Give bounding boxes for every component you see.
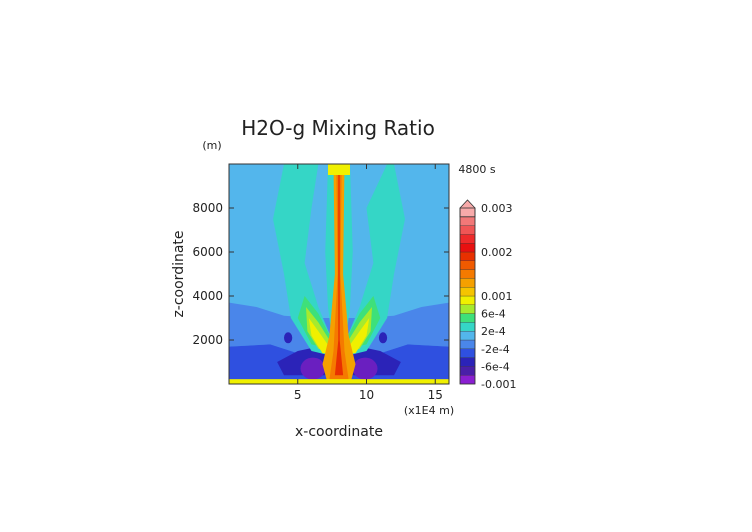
colorbar-level-1 <box>459 366 476 376</box>
cloud-top <box>328 164 350 175</box>
colorbar-level-14 <box>459 251 476 261</box>
x-tick-label-0: 5 <box>294 388 302 402</box>
chart-title: H2O-g Mixing Ratio <box>241 116 435 140</box>
y-tick-label-1: 4000 <box>192 289 223 303</box>
y-tick-label-3: 8000 <box>192 201 223 215</box>
plot-frame <box>228 163 450 385</box>
y-tick-label-2: 6000 <box>192 245 223 259</box>
colorbar-level-17 <box>459 225 476 235</box>
colorbar-label-7: 0.003 <box>481 202 513 215</box>
colorbar-label-0: -0.001 <box>481 378 516 391</box>
colorbar-level-3 <box>459 348 476 358</box>
mixing-ratio-field <box>229 164 449 384</box>
colorbar-level-16 <box>459 234 476 244</box>
colorbar-label-5: 0.001 <box>481 290 513 303</box>
field-small-low-left <box>284 332 293 344</box>
colorbar-level-6 <box>459 322 476 332</box>
colorbar-label-4: 6e-4 <box>481 308 506 321</box>
colorbar-level-9 <box>459 295 476 305</box>
colorbar-frame <box>459 207 476 385</box>
y-tick-label-0: 2000 <box>192 333 223 347</box>
colorbar-level-8 <box>459 304 476 314</box>
colorbar: -0.001 -6e-4 -2e-4 2e-4 6e-4 0.001 0.002 0.003 <box>459 199 516 391</box>
colorbar-label-1: -6e-4 <box>481 360 510 373</box>
colorbar-level-18 <box>459 216 476 226</box>
field-min-core-left <box>300 357 326 380</box>
x-tick-label-2: 15 <box>428 388 443 402</box>
time-label: 4800 s <box>458 163 495 176</box>
x-tick-label-1: 10 <box>359 388 374 402</box>
colorbar-level-2 <box>459 357 476 367</box>
colorbar-label-6: 0.002 <box>481 246 513 259</box>
x-unit-label: (x1E4 m) <box>404 404 454 417</box>
y-unit-label: (m) <box>202 139 221 152</box>
colorbar-level-5 <box>459 331 476 341</box>
plume-yellow <box>308 318 370 354</box>
colorbar-label-2: -2e-4 <box>481 343 510 356</box>
core-red <box>334 168 344 376</box>
colorbar-level-11 <box>459 278 476 288</box>
colorbar-level-4 <box>459 339 476 349</box>
colorbar-level-7 <box>459 313 476 323</box>
x-axis-label: x-coordinate <box>295 424 383 440</box>
field-min-core-right <box>352 357 378 380</box>
y-axis-ticks: 2000 4000 6000 8000 <box>192 201 449 347</box>
colorbar-level-13 <box>459 260 476 270</box>
colorbar-level-10 <box>459 287 476 297</box>
field-small-low-right <box>378 332 388 344</box>
colorbar-level-15 <box>459 243 476 253</box>
colorbar-label-3: 2e-4 <box>481 325 506 338</box>
y-axis-label: z-coordinate <box>171 230 187 317</box>
colorbar-level-0 <box>459 375 476 385</box>
x-axis-ticks: 5 10 15 <box>294 164 443 402</box>
colorbar-level-12 <box>459 269 476 279</box>
plot-area <box>228 163 450 385</box>
surface-layer <box>229 379 449 384</box>
